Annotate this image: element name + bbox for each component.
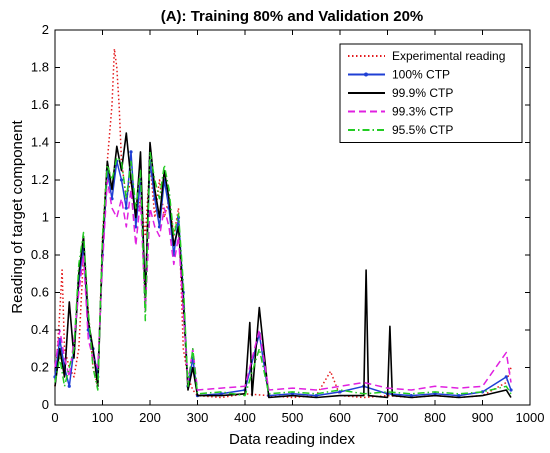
series-group [53, 48, 513, 399]
series-point [290, 392, 295, 396]
y-tick-label: 1.4 [31, 135, 49, 150]
y-tick-label: 0.8 [31, 247, 49, 262]
legend-label: 99.9% CTP [392, 86, 453, 100]
series-point [338, 390, 342, 394]
series-line-3 [54, 132, 512, 399]
x-tick-label: 700 [377, 410, 399, 425]
y-tick-label: 0.6 [31, 285, 49, 300]
series-point [409, 394, 413, 398]
y-axis-label: Reading of target component [9, 119, 26, 313]
x-tick-label: 300 [187, 410, 209, 425]
series-point [124, 206, 128, 210]
series-point [509, 388, 513, 392]
y-tick-label: 2 [42, 22, 49, 37]
legend: Experimental reading 100% CTP 99.9% CTP 99.… [339, 43, 523, 143]
series-point [457, 394, 461, 398]
x-tick-label: 100 [92, 410, 114, 425]
series-point [119, 178, 124, 182]
y-tick-label: 0.4 [31, 322, 49, 337]
x-axis-label: Data reading index [229, 431, 355, 448]
y-tick-label: 0 [42, 397, 49, 412]
y-tick-label: 1.2 [31, 172, 49, 187]
series-point [433, 392, 437, 396]
x-tick-label: 0 [51, 410, 58, 425]
series-point [504, 375, 508, 379]
chart-title: (A): Training 80% and Validation 20% [161, 8, 424, 25]
series-point [67, 384, 71, 388]
y-axis-ticks: 0 0.2 0.4 0.6 0.8 1 1.2 1.4 1.6 1.8 2 [31, 22, 530, 412]
series-line-4 [54, 179, 512, 391]
x-tick-label: 1000 [516, 410, 545, 425]
series-point [219, 392, 223, 396]
y-tick-label: 1 [42, 210, 49, 225]
legend-label: Experimental reading [392, 49, 505, 63]
legend-label: 99.3% CTP [392, 105, 453, 119]
legend-label: 95.5% CTP [392, 123, 453, 137]
x-tick-label: 400 [234, 410, 256, 425]
x-tick-label: 800 [424, 410, 446, 425]
series-line-5 [54, 151, 512, 397]
x-tick-label: 500 [282, 410, 304, 425]
y-tick-label: 0.2 [31, 360, 49, 375]
legend-marker [364, 72, 368, 77]
x-axis-ticks: 0 100 200 300 400 500 600 700 800 900 1000 [51, 30, 544, 425]
x-tick-label: 200 [139, 410, 161, 425]
x-tick-label: 900 [472, 410, 494, 425]
x-tick-label: 600 [329, 410, 351, 425]
legend-label: 100% CTP [392, 68, 450, 82]
series-point [314, 394, 318, 398]
series-point [129, 150, 133, 154]
y-tick-label: 1.6 [31, 97, 49, 112]
y-tick-label: 1.8 [31, 60, 49, 75]
